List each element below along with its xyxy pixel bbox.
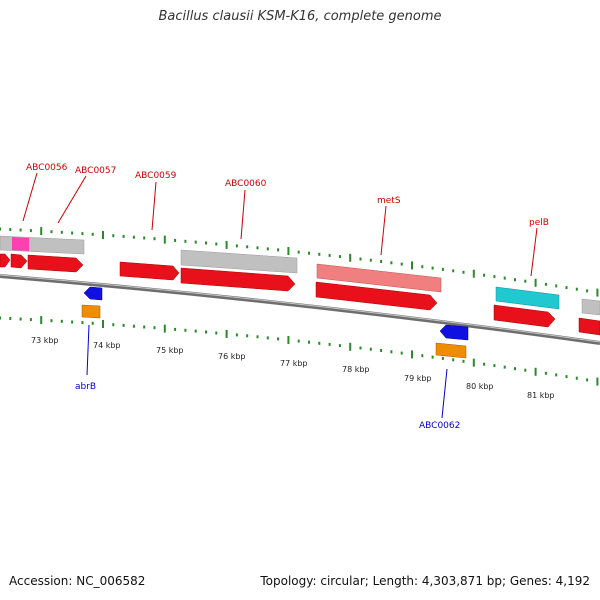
gene-reverse-blue-2[interactable] (439, 324, 469, 341)
kbp-label: 77 kbp (280, 359, 308, 368)
gene-arrow-5[interactable] (180, 267, 296, 292)
gene-feature-mets-highlight[interactable] (316, 263, 442, 293)
gene-feature-pelB-highlight[interactable] (495, 286, 560, 310)
gene-label-metS[interactable]: metS (377, 196, 401, 256)
gene-label-ABC0060[interactable]: ABC0060 (225, 179, 267, 240)
kbp-label: 80 kbp (466, 382, 494, 391)
forward-ticks (0, 227, 599, 297)
genome-backbone (0, 274, 600, 345)
gene-feature-gray-2[interactable] (180, 249, 298, 274)
svg-text:ABC0057: ABC0057 (75, 166, 116, 176)
kbp-label: 75 kbp (156, 346, 184, 355)
svg-text:ABC0060: ABC0060 (225, 179, 267, 189)
gene-arrow-6[interactable] (315, 281, 438, 311)
gene-label-ABC0059[interactable]: ABC0059 (135, 171, 177, 231)
svg-text:ABC0062: ABC0062 (419, 421, 460, 431)
gene-feature-pink[interactable] (12, 237, 29, 251)
gene-arrow-1[interactable] (0, 253, 11, 268)
svg-text:metS: metS (377, 196, 401, 206)
accession-text: Accession: NC_006582 (9, 574, 146, 588)
reverse-ticks (0, 316, 599, 386)
gene-label-ABC0056[interactable]: ABC0056 (22, 163, 68, 222)
gene-label-ABC0062[interactable]: ABC0062 (419, 368, 460, 431)
gene-arrow-3[interactable] (27, 254, 84, 273)
gene-arrow-7[interactable] (493, 304, 556, 328)
gene-reverse-orange-1[interactable] (81, 304, 101, 319)
gene-arrow-4[interactable] (119, 261, 180, 281)
gene-arrow-8[interactable] (578, 317, 600, 336)
kbp-label: 73 kbp (31, 336, 59, 345)
gene-arrow-2[interactable] (10, 253, 28, 269)
kbp-scale: 73 kbp 74 kbp 75 kbp 76 kbp 77 kbp 78 kb… (31, 336, 555, 400)
genome-summary-text: Topology: circular; Length: 4,303,871 bp… (260, 574, 590, 588)
gene-label-abrB[interactable]: abrB (75, 324, 96, 392)
gene-reverse-blue-1[interactable] (83, 286, 103, 301)
kbp-label: 74 kbp (93, 341, 121, 350)
genome-backbone-highlight (0, 274, 600, 343)
gene-reverse-orange-2[interactable] (435, 342, 467, 359)
gene-feature-gray-3[interactable] (581, 298, 600, 316)
kbp-label: 76 kbp (218, 352, 246, 361)
kbp-label: 81 kbp (527, 391, 555, 400)
svg-text:ABC0059: ABC0059 (135, 171, 177, 181)
gene-label-ABC0057[interactable]: ABC0057 (57, 166, 116, 224)
genome-title: Bacillus clausii KSM-K16, complete genom… (158, 9, 442, 24)
svg-text:ABC0056: ABC0056 (26, 163, 68, 173)
kbp-label: 79 kbp (404, 374, 432, 383)
gene-label-pelB[interactable]: pelB (529, 218, 549, 277)
svg-text:pelB: pelB (529, 218, 549, 228)
svg-text:abrB: abrB (75, 382, 96, 392)
kbp-label: 78 kbp (342, 365, 370, 374)
